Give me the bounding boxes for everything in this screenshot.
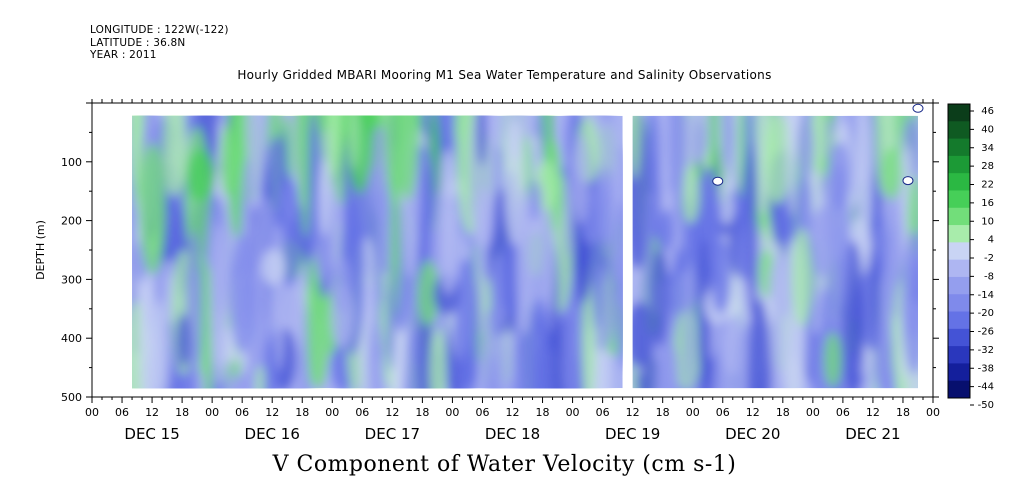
x-day-label: DEC 20 [725,425,780,443]
x-tick-label: 06 [235,406,249,419]
colorbar-label: 40 [981,124,994,135]
colorbar-swatch [948,225,970,243]
colorbar-label: -14 [978,290,994,301]
colorbar-swatch [948,276,970,295]
colorbar-swatch [948,173,970,191]
x-day-label: DEC 17 [365,425,420,443]
x-tick-label: 12 [626,406,640,419]
axes: 00 06 12 18 00 06 12 18 00 06 12 18 00 06 12 18 00 06 12 18… [34,99,940,443]
colorbar-label: -38 [978,363,994,374]
x-tick-label: 06 [836,406,850,419]
colorbar-label: -44 [978,382,994,393]
colorbar-label: -32 [978,345,994,356]
x-tick-label: 00 [926,406,940,419]
colorbar-swatch [948,190,970,209]
latitude-text: LATITUDE : 36.8N [90,36,186,49]
x-tick-label: 06 [716,406,730,419]
colorbar-swatch [948,155,970,174]
x-tick-label: 18 [536,406,550,419]
colorbar: 46 40 34 28 22 16 10 4 -2 -8 -14 -20 -26 -32 -38 -44 -50 [947,103,994,411]
x-tick-label: 18 [415,406,429,419]
x-tick-label: 18 [776,406,790,419]
longitude-text: LONGITUDE : 122W(-122) [90,24,229,36]
colorbar-swatch [948,328,970,347]
colorbar-swatch [948,346,970,364]
x-day-label: DEC 19 [605,425,660,443]
x-tick-label: 12 [385,406,399,419]
x-tick-label: 06 [115,406,129,419]
missing-data-blob [912,103,924,113]
colorbar-swatch [948,311,970,330]
field-segment [632,115,918,389]
x-tick-label: 00 [445,406,459,419]
x-tick-label: 12 [265,406,279,419]
y-tick-label: 400 [61,332,82,345]
colorbar-swatch [948,380,970,399]
colorbar-label: 28 [981,161,994,172]
colorbar-label: -2 [984,253,994,264]
x-tick-label: 06 [355,406,369,419]
x-day-label: DEC 21 [845,425,900,443]
x-tick-label: 00 [205,406,219,419]
colorbar-label: 34 [981,143,994,154]
y-tick-label: 500 [61,391,82,404]
y-tick-label: 200 [61,215,82,228]
x-tick-label: 12 [506,406,520,419]
colorbar-swatch [948,121,970,140]
x-tick-label: 18 [295,406,309,419]
colorbar-swatch [948,242,970,261]
y-tick-label: 100 [61,156,82,169]
colorbar-swatch [948,363,970,382]
x-tick-label: 06 [596,406,610,419]
colorbar-swatch [948,138,970,157]
x-tick-label: 12 [145,406,159,419]
x-tick-label: 18 [896,406,910,419]
colorbar-label: 46 [981,106,994,117]
colorbar-label: -50 [978,400,994,411]
x-tick-label: 06 [475,406,489,419]
header-meta: LONGITUDE : 122W(-122) LATITUDE : 36.8N … [90,24,229,62]
colorbar-swatch [948,259,970,278]
x-tick-label: 18 [656,406,670,419]
x-tick-label: 12 [746,406,760,419]
x-tick-label: 00 [325,406,339,419]
x-tick-label: 12 [866,406,880,419]
chart-title: Hourly Gridded MBARI Mooring M1 Sea Wate… [237,68,772,82]
colorbar-label: -26 [978,327,994,338]
x-tick-label: 18 [175,406,189,419]
x-tick-label: 00 [686,406,700,419]
missing-data-blob [712,176,724,186]
x-day-label: DEC 15 [124,425,179,443]
y-axis-label: DEPTH (m) [34,220,47,280]
colorbar-swatch [948,207,970,226]
x-day-label: DEC 18 [485,425,540,443]
y-tick-label: 300 [61,273,82,286]
x-day-label: DEC 16 [245,425,300,443]
field-segment [132,115,623,389]
colorbar-label: 22 [981,180,994,191]
colorbar-label: -20 [978,308,994,319]
colorbar-frame [947,103,971,399]
colorbar-label: 10 [981,216,994,227]
x-tick-label: 00 [806,406,820,419]
x-tick-label: 00 [566,406,580,419]
x-tick-label: 00 [85,406,99,419]
colorbar-label: -8 [984,271,994,282]
velocity-field [132,103,924,389]
x-axis-label: V Component of Water Velocity (cm s-1) [272,452,737,477]
colorbar-label: 16 [981,198,994,209]
missing-data-blob [902,176,914,186]
year-text: YEAR : 2011 [90,49,157,61]
colorbar-swatch [948,104,970,122]
colorbar-swatch [948,294,970,313]
colorbar-label: 4 [988,235,994,246]
